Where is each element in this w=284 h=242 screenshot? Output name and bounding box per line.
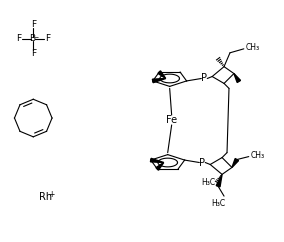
Text: P: P bbox=[199, 158, 205, 167]
Polygon shape bbox=[234, 74, 241, 83]
Text: F: F bbox=[31, 49, 36, 58]
Text: −: − bbox=[34, 34, 39, 39]
Text: F: F bbox=[31, 20, 36, 29]
Text: CH₃: CH₃ bbox=[250, 151, 265, 160]
Text: Rh: Rh bbox=[39, 192, 52, 202]
Text: F: F bbox=[45, 34, 51, 44]
Text: +: + bbox=[48, 190, 54, 199]
Polygon shape bbox=[153, 78, 166, 83]
Text: H₃C: H₃C bbox=[201, 178, 215, 187]
Polygon shape bbox=[151, 158, 164, 163]
Text: Fe: Fe bbox=[166, 115, 177, 125]
Text: H₃C: H₃C bbox=[211, 198, 225, 208]
Polygon shape bbox=[158, 71, 166, 78]
Polygon shape bbox=[232, 159, 239, 167]
Text: P: P bbox=[201, 74, 207, 83]
Text: B: B bbox=[29, 34, 35, 44]
Polygon shape bbox=[156, 163, 164, 170]
Text: CH₃: CH₃ bbox=[246, 43, 260, 52]
Text: F: F bbox=[16, 34, 21, 44]
Polygon shape bbox=[216, 174, 222, 187]
